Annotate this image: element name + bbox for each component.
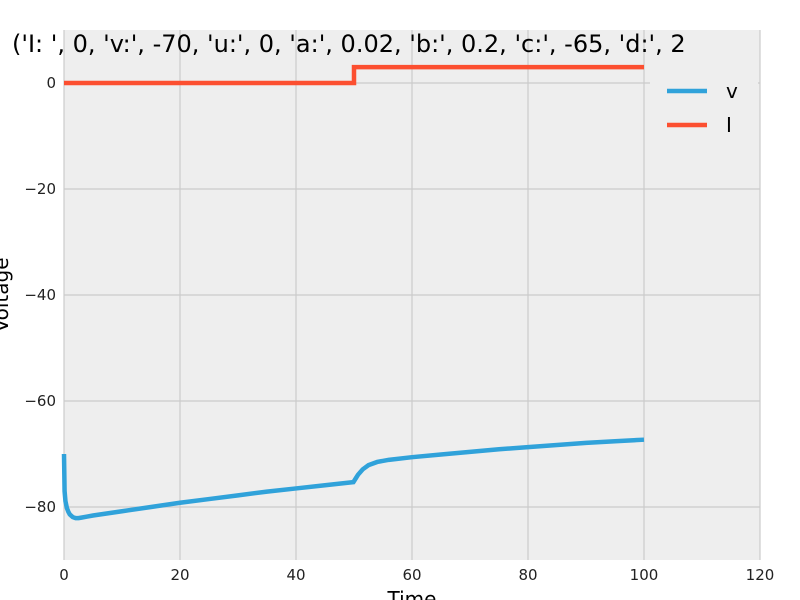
x-tick-label: 100 xyxy=(630,566,659,584)
x-tick-label: 0 xyxy=(59,566,69,584)
legend-label-I: I xyxy=(726,113,732,137)
x-tick-label: 20 xyxy=(170,566,189,584)
y-tick-label: −80 xyxy=(24,498,56,516)
x-axis-label: Time xyxy=(387,587,437,600)
y-tick-label: −40 xyxy=(24,286,56,304)
x-tick-label: 80 xyxy=(518,566,537,584)
legend-box xyxy=(650,73,758,165)
legend-label-v: v xyxy=(726,79,738,103)
tick-labels: 0 20 40 60 80 100 120 0 −20 −40 −60 −80 xyxy=(24,74,774,584)
series-line-v xyxy=(61,437,645,521)
series-lines xyxy=(61,64,645,521)
x-tick-label: 40 xyxy=(286,566,305,584)
chart-title: ('I: ', 0, 'v:', -70, 'u:', 0, 'a:', 0.0… xyxy=(12,30,686,58)
legend: vI xyxy=(650,73,758,165)
x-tick-label: 60 xyxy=(402,566,421,584)
x-tick-label: 120 xyxy=(746,566,775,584)
y-axis-label: Voltage xyxy=(0,257,13,332)
y-tick-label: −20 xyxy=(24,180,56,198)
y-tick-label: 0 xyxy=(46,74,56,92)
series-line-I xyxy=(64,64,644,86)
y-tick-label: −60 xyxy=(24,392,56,410)
